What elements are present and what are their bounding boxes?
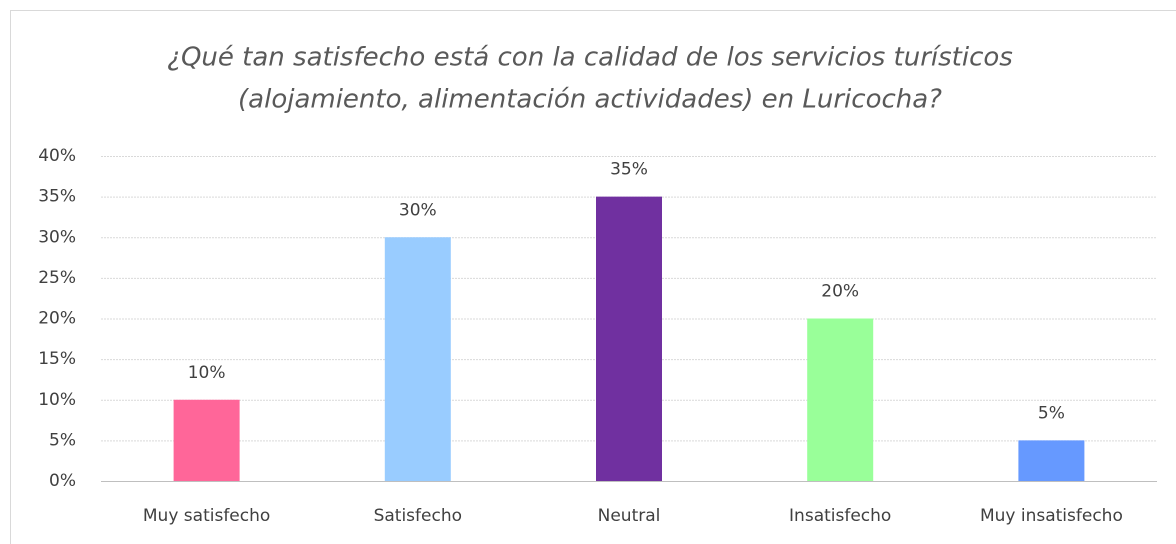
- x-tick-label: Insatisfecho: [789, 506, 891, 526]
- y-tick-label: 35%: [38, 187, 76, 207]
- data-label: 20%: [821, 282, 859, 302]
- x-tick-label: Muy insatisfecho: [980, 506, 1123, 526]
- data-label: 35%: [610, 160, 648, 180]
- y-tick-label: 10%: [38, 390, 76, 410]
- bar: [596, 196, 662, 481]
- y-tick-label: 30%: [38, 227, 76, 247]
- y-tick-label: 5%: [49, 430, 76, 450]
- data-label: 10%: [188, 363, 226, 383]
- bar: [173, 399, 240, 481]
- chart-title: ¿Qué tan satisfecho está con la calidad …: [167, 43, 1013, 73]
- data-label: 30%: [399, 200, 437, 220]
- bar: [1018, 440, 1085, 481]
- x-tick-label: Muy satisfecho: [143, 506, 270, 526]
- y-tick-label: 25%: [38, 268, 76, 288]
- x-tick-label: Neutral: [598, 506, 661, 526]
- y-tick-label: 0%: [49, 471, 76, 491]
- y-tick-label: 40%: [38, 146, 76, 166]
- data-label: 5%: [1038, 403, 1065, 423]
- chart-title: (alojamiento, alimentación actividades) …: [238, 85, 942, 115]
- bar: [384, 237, 451, 481]
- bar: [807, 318, 874, 481]
- y-tick-label: 15%: [38, 349, 76, 369]
- y-tick-label: 20%: [38, 309, 76, 329]
- x-tick-label: Satisfecho: [374, 506, 462, 526]
